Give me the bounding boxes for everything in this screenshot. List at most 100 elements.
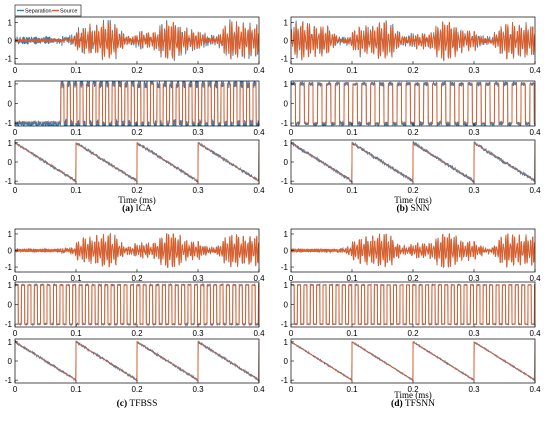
x-tick-label: 0.1 bbox=[346, 329, 358, 338]
y-tick-label: -1 bbox=[5, 376, 13, 385]
y-tick-label: 0 bbox=[8, 158, 13, 167]
y-tick-label: -1 bbox=[281, 263, 289, 272]
y-tick-label: 1 bbox=[284, 80, 289, 89]
x-tick-label: 0.2 bbox=[407, 329, 419, 338]
x-tick-label: 0 bbox=[13, 186, 18, 195]
x-tick-label: 0.3 bbox=[468, 274, 480, 283]
x-tick-label: 0.4 bbox=[529, 274, 541, 283]
y-tick-label: -1 bbox=[281, 320, 289, 329]
y-tick-label: -1 bbox=[5, 119, 13, 128]
x-tick-label: 0.2 bbox=[131, 385, 143, 394]
x-tick-label: 0.4 bbox=[253, 385, 265, 394]
x-tick-label: 0.1 bbox=[70, 329, 82, 338]
y-tick-label: 1 bbox=[8, 281, 13, 290]
x-tick-label: 0.3 bbox=[468, 128, 480, 137]
y-tick-label: -1 bbox=[281, 177, 289, 186]
x-tick-label: 0.1 bbox=[70, 186, 82, 195]
x-tick-label: 0.2 bbox=[131, 274, 143, 283]
x-tick-label: 0 bbox=[13, 329, 18, 338]
x-tick-label: 0.3 bbox=[192, 329, 204, 338]
x-tick-label: 0.4 bbox=[529, 128, 541, 137]
x-tick-label: 0.3 bbox=[468, 329, 480, 338]
separation-series bbox=[15, 81, 259, 126]
panel-letter: (b) bbox=[396, 203, 408, 214]
y-tick-label: 1 bbox=[284, 338, 289, 347]
x-tick-label: 0.4 bbox=[529, 186, 541, 195]
y-tick-label: 1 bbox=[8, 80, 13, 89]
source-series bbox=[291, 233, 535, 268]
legend-separation-label: Separation bbox=[25, 9, 52, 15]
y-tick-label: -1 bbox=[5, 177, 13, 186]
panel-name: ICA bbox=[133, 204, 152, 214]
x-tick-label: 0.3 bbox=[192, 385, 204, 394]
x-tick-label: 0.3 bbox=[468, 66, 480, 75]
y-tick-label: 0 bbox=[284, 301, 289, 310]
source-series bbox=[15, 284, 259, 325]
y-tick-label: -1 bbox=[281, 55, 289, 64]
x-tick-label: 0.4 bbox=[529, 385, 541, 394]
x-tick-label: 0.1 bbox=[346, 66, 358, 75]
panel-caption: (c) TFBSS bbox=[117, 398, 158, 409]
source-series bbox=[291, 142, 535, 182]
x-tick-label: 0 bbox=[289, 274, 294, 283]
x-tick-label: 0.1 bbox=[70, 128, 82, 137]
source-series bbox=[15, 83, 259, 124]
x-tick-label: 0.1 bbox=[70, 274, 82, 283]
legend: Separation Source bbox=[14, 4, 82, 17]
y-tick-label: -1 bbox=[281, 376, 289, 385]
y-tick-label: 0 bbox=[284, 357, 289, 366]
y-tick-label: 1 bbox=[8, 338, 13, 347]
x-tick-label: 0.3 bbox=[192, 66, 204, 75]
source-series bbox=[15, 232, 259, 268]
x-tick-label: 0 bbox=[289, 329, 294, 338]
x-tick-label: 0.1 bbox=[346, 128, 358, 137]
y-tick-label: 0 bbox=[8, 37, 13, 46]
x-tick-label: 0 bbox=[289, 128, 294, 137]
x-tick-label: 0.1 bbox=[70, 385, 82, 394]
x-tick-label: 0.2 bbox=[131, 186, 143, 195]
panel-name: TFSNN bbox=[403, 399, 435, 409]
x-tick-label: 0.3 bbox=[192, 128, 204, 137]
x-tick-label: 0.4 bbox=[253, 329, 265, 338]
y-tick-label: -1 bbox=[5, 320, 13, 329]
panel-letter: (c) bbox=[117, 398, 128, 409]
y-tick-label: 0 bbox=[284, 100, 289, 109]
y-tick-label: -1 bbox=[281, 119, 289, 128]
legend-box bbox=[14, 4, 82, 17]
x-tick-label: 0 bbox=[13, 128, 18, 137]
x-tick-label: 0 bbox=[289, 385, 294, 394]
y-tick-label: 0 bbox=[284, 37, 289, 46]
panel-name: SNN bbox=[408, 204, 430, 214]
x-tick-label: 0 bbox=[289, 66, 294, 75]
x-tick-label: 0.2 bbox=[131, 128, 143, 137]
panel-name: TFBSS bbox=[127, 399, 157, 409]
source-series bbox=[291, 21, 535, 60]
panel-letter: (d) bbox=[391, 398, 403, 409]
x-tick-label: 0.1 bbox=[346, 274, 358, 283]
y-tick-label: 1 bbox=[284, 281, 289, 290]
x-tick-label: 0.2 bbox=[131, 66, 143, 75]
y-tick-label: 0 bbox=[8, 357, 13, 366]
x-tick-label: 0.4 bbox=[253, 186, 265, 195]
y-tick-label: 1 bbox=[8, 139, 13, 148]
x-tick-label: 0 bbox=[289, 186, 294, 195]
x-tick-label: 0.2 bbox=[407, 128, 419, 137]
source-series bbox=[291, 284, 535, 325]
x-tick-label: 0.2 bbox=[407, 66, 419, 75]
x-tick-label: 0.1 bbox=[346, 385, 358, 394]
x-tick-label: 0.4 bbox=[529, 66, 541, 75]
x-tick-label: 0.4 bbox=[529, 329, 541, 338]
x-tick-label: 0.4 bbox=[253, 66, 265, 75]
panel-letter: (a) bbox=[122, 203, 133, 214]
x-tick-label: 0 bbox=[13, 385, 18, 394]
panel-caption: (b) SNN bbox=[396, 203, 429, 214]
plot-frame bbox=[14, 80, 260, 127]
